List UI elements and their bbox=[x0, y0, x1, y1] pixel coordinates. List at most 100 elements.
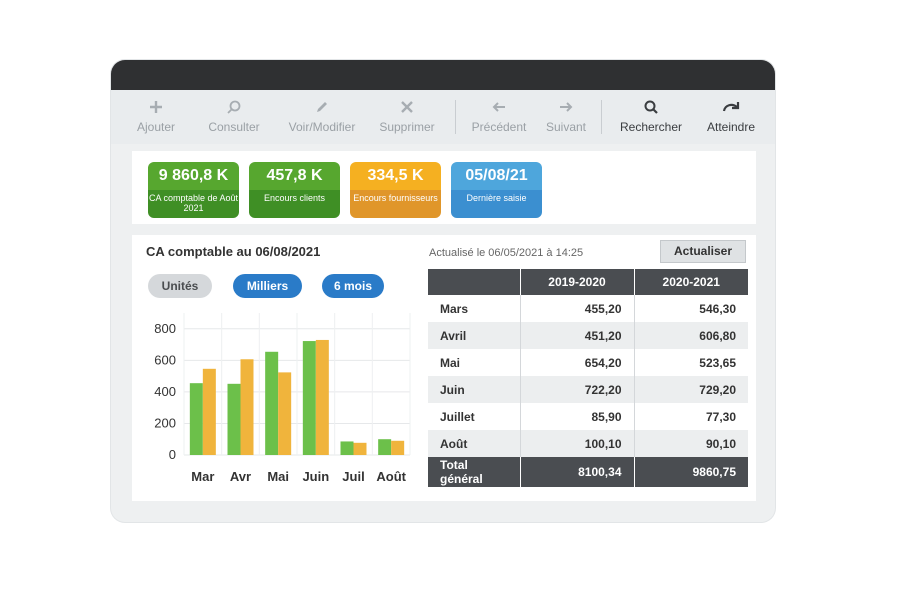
magnifier-icon bbox=[203, 98, 265, 120]
bar bbox=[278, 372, 292, 455]
x-tick-label: Juin bbox=[302, 469, 329, 484]
kpi-card-customer-balance[interactable]: 457,8 K Encours clients bbox=[249, 162, 340, 218]
app-window: Ajouter Consulter Voir/Modifier Supprime… bbox=[111, 60, 775, 522]
kpi-value: 9 860,8 K bbox=[148, 162, 239, 190]
search-button[interactable]: Rechercher bbox=[616, 98, 686, 134]
toolbar-separator bbox=[455, 100, 456, 134]
table-row: Mars 455,20 546,30 bbox=[428, 295, 748, 322]
refresh-button[interactable]: Actualiser bbox=[660, 240, 746, 263]
month-cell: Août bbox=[428, 430, 521, 457]
delete-button[interactable]: Supprimer bbox=[373, 98, 441, 134]
table-row: Juin 722,20 729,20 bbox=[428, 376, 748, 403]
value-cell: 77,30 bbox=[705, 409, 736, 424]
table-row: Mai 654,20 523,65 bbox=[428, 349, 748, 376]
toolbar: Ajouter Consulter Voir/Modifier Supprime… bbox=[111, 90, 775, 144]
next-label: Suivant bbox=[545, 120, 587, 134]
table-row: Août 100,10 90,10 bbox=[428, 430, 748, 457]
x-tick-label: Août bbox=[376, 469, 406, 484]
previous-button[interactable]: Précédent bbox=[466, 98, 532, 134]
search-label: Rechercher bbox=[619, 120, 683, 134]
total-label-cell: Total général bbox=[428, 457, 521, 487]
kpi-value: 334,5 K bbox=[350, 162, 441, 190]
title-bar bbox=[111, 60, 775, 90]
table-header-row: 2019-2020 2020-2021 bbox=[428, 269, 748, 295]
kpi-label: CA comptable de Août 2021 bbox=[148, 190, 239, 218]
main-panel: CA comptable au 06/08/2021 Unités Millie… bbox=[132, 235, 756, 501]
value-cell: 100,10 bbox=[520, 430, 635, 457]
value-cell: 90,10 bbox=[634, 430, 748, 457]
goto-button[interactable]: Atteindre bbox=[699, 98, 763, 134]
bar bbox=[189, 383, 203, 455]
kpi-value: 457,8 K bbox=[249, 162, 340, 190]
value-cell: 523,65 bbox=[699, 355, 736, 370]
goto-label: Atteindre bbox=[706, 120, 756, 134]
add-button[interactable]: Ajouter bbox=[131, 98, 181, 134]
month-cell: Juillet bbox=[428, 403, 521, 430]
bar-chart: 0 200 400 600 800 Mar Avr Mai Juin Juil Août bbox=[154, 313, 411, 484]
bar bbox=[227, 383, 241, 455]
y-tick-label: 400 bbox=[154, 384, 176, 399]
kpi-label: Dernière saisie bbox=[451, 190, 542, 218]
kpi-card-last-entry[interactable]: 05/08/21 Dernière saisie bbox=[451, 162, 542, 218]
bar bbox=[353, 442, 367, 455]
add-label: Ajouter bbox=[136, 120, 176, 134]
kpi-label: Encours fournisseurs bbox=[350, 190, 441, 218]
kpi-card-revenue[interactable]: 9 860,8 K CA comptable de Août 2021 bbox=[148, 162, 239, 218]
thousands-toggle[interactable]: Milliers bbox=[233, 274, 302, 298]
bar bbox=[315, 339, 329, 455]
next-button[interactable]: Suivant bbox=[541, 98, 591, 134]
bar bbox=[202, 368, 216, 455]
bar bbox=[378, 439, 392, 455]
arrow-right-icon bbox=[541, 98, 591, 120]
month-cell: Juin bbox=[428, 376, 521, 403]
kpi-label: Encours clients bbox=[249, 190, 340, 218]
value-cell: 722,20 bbox=[520, 376, 635, 403]
period-selector[interactable]: 6 mois bbox=[322, 274, 384, 298]
total-value-cell: 8100,34 bbox=[520, 457, 635, 487]
x-tick-label: Mai bbox=[267, 469, 289, 484]
last-updated-text: Actualisé le 06/05/2021 à 14:25 bbox=[429, 247, 584, 259]
kpi-value: 05/08/21 bbox=[451, 162, 542, 190]
value-cell: 455,20 bbox=[520, 295, 635, 322]
previous-label: Précédent bbox=[471, 120, 527, 134]
value-cell: 606,80 bbox=[634, 322, 748, 349]
table-header-cell bbox=[428, 269, 521, 295]
y-tick-label: 600 bbox=[154, 352, 176, 367]
total-value-cell: 9860,75 bbox=[634, 457, 748, 487]
table-header-cell: 2019-2020 bbox=[520, 269, 635, 295]
month-cell: Avril bbox=[428, 322, 521, 349]
value-cell: 654,20 bbox=[520, 349, 635, 376]
x-tick-label: Mar bbox=[191, 469, 214, 484]
x-tick-label: Juil bbox=[342, 469, 364, 484]
units-toggle[interactable]: Unités bbox=[148, 274, 212, 298]
plus-icon bbox=[131, 98, 181, 120]
table-header-cell: 2020-2021 bbox=[634, 269, 748, 295]
value-cell: 546,30 bbox=[699, 301, 736, 316]
bar bbox=[265, 351, 279, 455]
delete-label: Supprimer bbox=[379, 120, 435, 134]
data-table: 2019-2020 2020-2021 Mars 455,20 546,30 A… bbox=[428, 269, 748, 487]
value-cell: 451,20 bbox=[520, 322, 635, 349]
y-tick-label: 0 bbox=[169, 447, 176, 462]
consult-button[interactable]: Consulter bbox=[203, 98, 265, 134]
kpi-band: 9 860,8 K CA comptable de Août 2021 457,… bbox=[132, 151, 756, 224]
table-row: Juillet 85,90 77,30 bbox=[428, 403, 748, 430]
search-icon bbox=[616, 98, 686, 120]
view-edit-button[interactable]: Voir/Modifier bbox=[281, 98, 363, 134]
pencil-icon bbox=[281, 98, 363, 120]
bar bbox=[391, 440, 405, 455]
chart-title: CA comptable au 06/08/2021 bbox=[146, 244, 321, 259]
x-tick-label: Avr bbox=[230, 469, 251, 484]
table-total-row: Total général 8100,34 9860,75 bbox=[428, 457, 748, 487]
month-cell: Mars bbox=[428, 295, 521, 322]
value-cell: 729,20 bbox=[634, 376, 748, 403]
y-tick-label: 800 bbox=[154, 321, 176, 336]
value-cell: 85,90 bbox=[520, 403, 635, 430]
arrow-left-icon bbox=[466, 98, 532, 120]
close-icon bbox=[373, 98, 441, 120]
table-row: Avril 451,20 606,80 bbox=[428, 322, 748, 349]
redo-arrow-icon bbox=[699, 98, 763, 120]
kpi-card-supplier-balance[interactable]: 334,5 K Encours fournisseurs bbox=[350, 162, 441, 218]
toolbar-separator bbox=[601, 100, 602, 134]
consult-label: Consulter bbox=[208, 120, 260, 134]
